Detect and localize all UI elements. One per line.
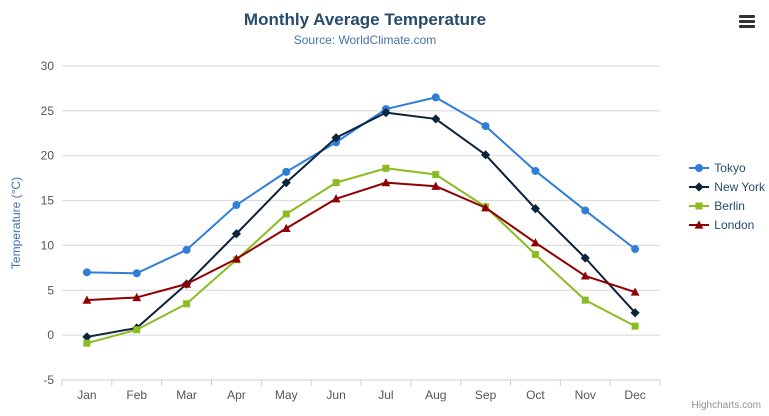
point-marker[interactable]: [381, 178, 391, 187]
point-marker[interactable]: [531, 250, 539, 258]
point-marker[interactable]: [580, 271, 590, 280]
point-marker[interactable]: [282, 167, 291, 176]
point-marker[interactable]: [82, 332, 92, 342]
point-marker[interactable]: [630, 308, 640, 318]
chart-title: Monthly Average Temperature: [243, 10, 487, 29]
x-axis-label: Aug: [425, 388, 446, 402]
point-marker[interactable]: [382, 164, 390, 172]
point-marker[interactable]: [331, 133, 341, 143]
point-marker[interactable]: [694, 182, 704, 192]
x-axis-label: Mar: [176, 388, 197, 402]
point-marker[interactable]: [281, 223, 291, 232]
x-axis-label: Dec: [624, 388, 645, 402]
y-axis-label: 25: [41, 104, 55, 118]
point-marker[interactable]: [82, 295, 92, 304]
point-marker[interactable]: [182, 279, 191, 288]
point-marker[interactable]: [431, 181, 441, 190]
point-marker[interactable]: [581, 206, 590, 215]
point-marker[interactable]: [183, 300, 191, 308]
chart-subtitle: Source: WorldClimate.com: [293, 33, 437, 47]
legend-square-icon: [689, 202, 710, 210]
x-axis-label: Feb: [126, 388, 147, 402]
point-marker[interactable]: [432, 171, 440, 179]
y-axis-label: 10: [41, 238, 55, 252]
point-marker[interactable]: [530, 204, 541, 214]
x-axis-label: Jun: [326, 388, 345, 402]
y-axis-label: -5: [43, 373, 54, 387]
point-marker[interactable]: [631, 322, 639, 330]
x-axis: Jan Feb Mar Apr May Jun Jul Aug Sep Oct Nov Dec: [61, 379, 661, 402]
point-marker[interactable]: [431, 114, 441, 124]
x-axis-label: Oct: [526, 388, 545, 402]
y-axis-label: 15: [41, 194, 55, 208]
point-marker[interactable]: [695, 202, 703, 210]
point-marker[interactable]: [331, 194, 341, 203]
x-axis-label: May: [275, 388, 298, 402]
legend-item-new-york[interactable]: New York: [689, 180, 765, 194]
y-axis-label: 0: [47, 328, 54, 342]
point-marker[interactable]: [580, 253, 590, 263]
point-marker[interactable]: [480, 150, 491, 160]
series-tokyo[interactable]: [82, 93, 640, 278]
y-axis-label: 5: [47, 283, 54, 297]
point-marker[interactable]: [695, 164, 704, 172]
point-marker[interactable]: [481, 203, 490, 212]
legend-label: London: [714, 218, 755, 232]
x-axis-label: Jan: [77, 388, 96, 402]
legend-item-london[interactable]: London: [689, 218, 765, 232]
y-grid: -5 0 5 10 15 20 25 30: [41, 59, 660, 387]
x-axis-label: Sep: [475, 388, 497, 402]
point-marker[interactable]: [281, 178, 291, 188]
point-marker[interactable]: [182, 245, 191, 254]
point-marker[interactable]: [481, 122, 490, 131]
hamburger-menu-icon: [739, 15, 755, 29]
y-axis-label: 20: [41, 149, 55, 163]
point-marker[interactable]: [232, 201, 241, 210]
x-axis-label: Apr: [227, 388, 246, 402]
point-marker[interactable]: [531, 238, 540, 247]
point-marker[interactable]: [630, 287, 640, 296]
legend-item-tokyo[interactable]: Tokyo: [689, 161, 765, 175]
legend-label: Berlin: [714, 199, 745, 213]
point-marker[interactable]: [133, 326, 141, 334]
credits-link[interactable]: Highcharts.com: [691, 400, 761, 411]
x-axis-label: Jul: [378, 388, 393, 402]
legend-item-berlin[interactable]: Berlin: [689, 199, 765, 213]
point-marker[interactable]: [132, 292, 142, 302]
point-marker[interactable]: [631, 245, 640, 254]
legend-label: New York: [714, 180, 765, 194]
legend-circle-icon: [689, 164, 710, 172]
export-menu-button[interactable]: [739, 15, 755, 29]
x-axis-label: Nov: [575, 388, 596, 402]
point-marker[interactable]: [431, 93, 440, 102]
point-marker[interactable]: [531, 166, 540, 175]
point-marker[interactable]: [381, 108, 391, 118]
point-marker[interactable]: [82, 268, 91, 277]
point-marker[interactable]: [231, 229, 242, 239]
series-new-york[interactable]: [82, 108, 640, 342]
legend-diamond-icon: [689, 182, 710, 192]
y-axis-label: 30: [41, 59, 55, 73]
point-marker[interactable]: [132, 269, 141, 278]
y-axis-title: Temperature (°C): [9, 177, 23, 269]
legend-label: Tokyo: [714, 161, 746, 175]
series-london[interactable]: [82, 178, 640, 304]
point-marker[interactable]: [282, 210, 290, 218]
legend: Tokyo New York Berlin London: [689, 161, 765, 232]
point-marker[interactable]: [83, 339, 91, 347]
point-marker[interactable]: [694, 220, 704, 229]
point-marker[interactable]: [581, 296, 589, 304]
legend-triangle-icon: [689, 220, 710, 229]
point-marker[interactable]: [232, 254, 241, 263]
point-marker[interactable]: [332, 179, 340, 187]
